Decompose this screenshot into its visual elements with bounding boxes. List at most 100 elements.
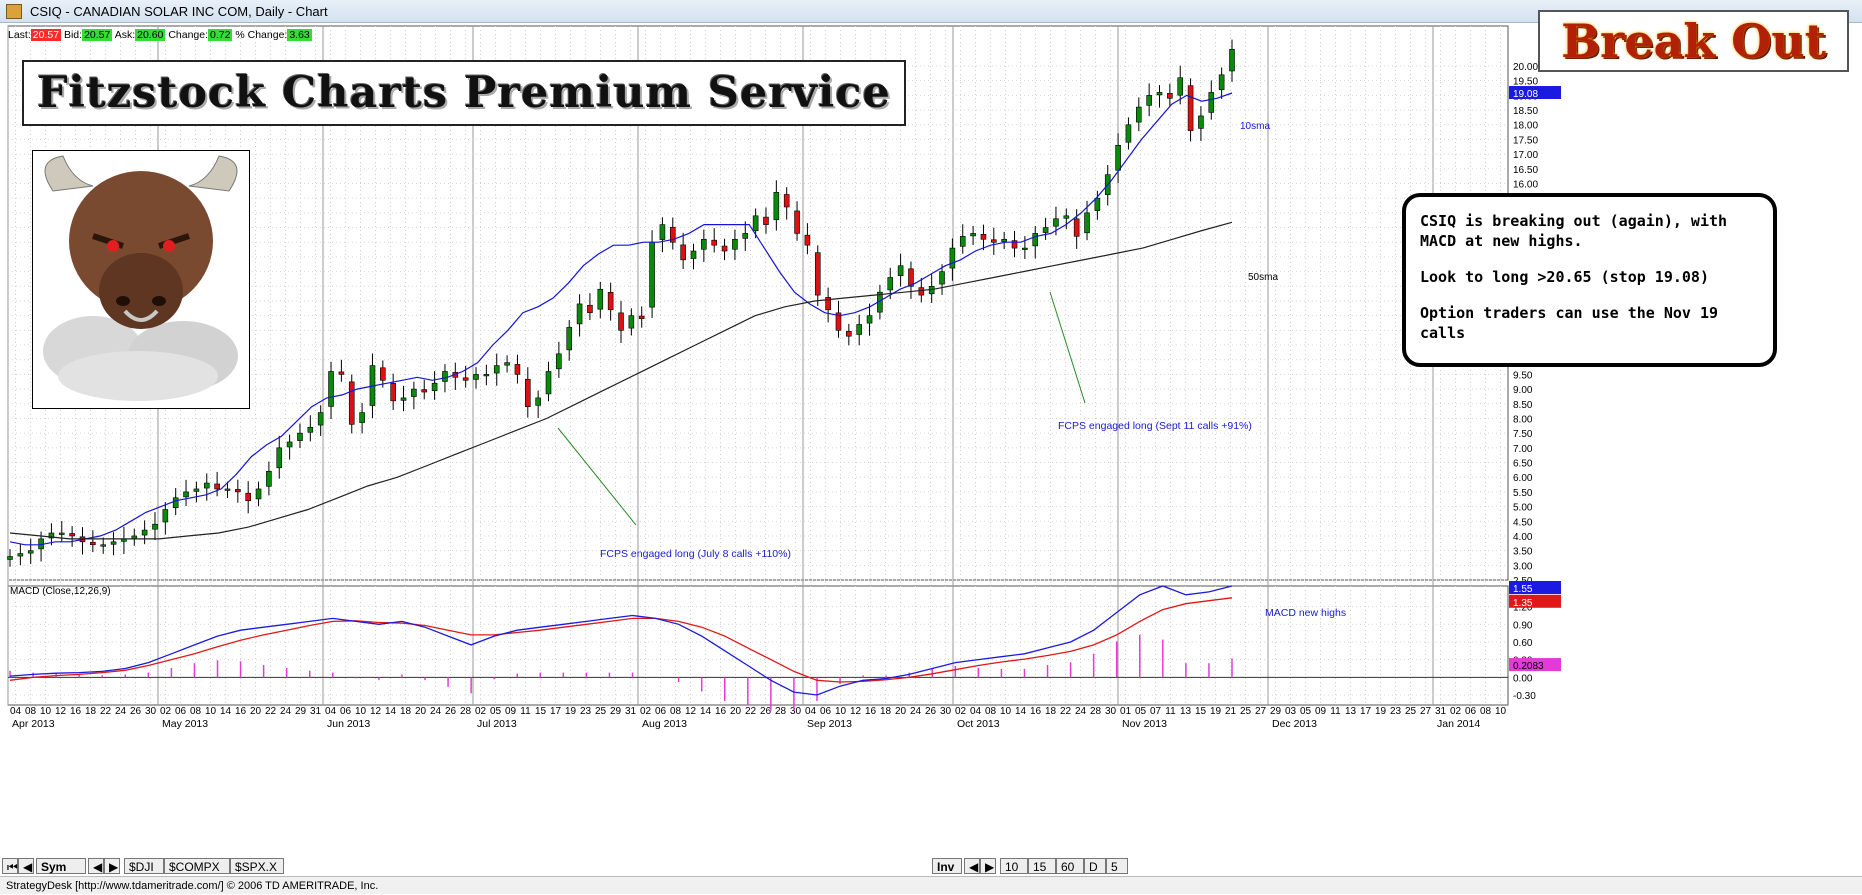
day-tick-label: 23 bbox=[1390, 706, 1402, 717]
price-tick-label: 5.50 bbox=[1513, 488, 1533, 499]
candle-body bbox=[1125, 124, 1132, 143]
month-label: Nov 2013 bbox=[1122, 718, 1167, 730]
candle-body bbox=[141, 529, 148, 536]
tab-prev-icon[interactable]: ◀ bbox=[88, 858, 104, 874]
chart-area[interactable]: 04 08 10 12 16 18 22 24 26 30 02 06 08 10 14 16 20 22 24 29… bbox=[0, 22, 1862, 862]
candle-body bbox=[597, 288, 604, 310]
day-tick-label: 13 bbox=[1180, 706, 1192, 717]
candle-body bbox=[400, 397, 407, 401]
day-tick-label: 26 bbox=[760, 706, 772, 717]
scroll-first-icon[interactable]: ⏮ bbox=[2, 858, 18, 874]
day-tick-label: 04 bbox=[325, 706, 337, 717]
candle-body bbox=[317, 412, 324, 426]
price-tick-label: 9.00 bbox=[1513, 385, 1533, 396]
tab-15[interactable]: 15 bbox=[1028, 858, 1056, 874]
candle-body bbox=[856, 324, 862, 335]
change-label: Change: bbox=[168, 29, 209, 41]
bid-label: Bid: bbox=[63, 29, 83, 41]
candle-body bbox=[690, 250, 697, 259]
candle-body bbox=[814, 252, 821, 296]
candle-body bbox=[255, 488, 262, 500]
tab-60[interactable]: 60 bbox=[1056, 858, 1084, 874]
status-bar: StrategyDesk [http://www.tdameritrade.co… bbox=[0, 876, 1862, 894]
tab-sym[interactable]: Sym bbox=[36, 858, 86, 874]
chart-tabs-bar: ⏮ ◀ Sym ◀ ▶ $DJI $COMPX $SPX.X Inv ◀ ▶ 1… bbox=[0, 856, 1862, 876]
change-value: 0.72 bbox=[208, 29, 233, 41]
day-tick-label: 19 bbox=[1210, 706, 1222, 717]
scroll-left-icon[interactable]: ◀ bbox=[18, 858, 34, 874]
day-tick-label: 04 bbox=[970, 706, 982, 717]
day-tick-label: 05 bbox=[490, 706, 502, 717]
candle-body bbox=[348, 381, 355, 425]
tab-d[interactable]: D bbox=[1084, 858, 1106, 874]
day-tick-label: 06 bbox=[1465, 706, 1477, 717]
app-icon bbox=[6, 4, 22, 19]
callout-line-3: Option traders can use the Nov 19 calls bbox=[1420, 304, 1719, 342]
fcps1-pointer bbox=[557, 427, 637, 526]
candle-body bbox=[1187, 85, 1194, 131]
day-tick-label: 05 bbox=[1300, 706, 1312, 717]
day-tick-label: 02 bbox=[1450, 706, 1462, 717]
candle-body bbox=[618, 312, 624, 331]
candle-body bbox=[649, 241, 655, 308]
day-tick-label: 26 bbox=[130, 706, 142, 717]
day-tick-label: 08 bbox=[25, 706, 37, 717]
day-tick-label: 10 bbox=[205, 706, 217, 717]
tab-inv[interactable]: Inv bbox=[932, 858, 962, 874]
interval-prev-icon[interactable]: ◀ bbox=[964, 858, 980, 874]
candle-body bbox=[1146, 95, 1152, 106]
window-titlebar: CSIQ - CANADIAN SOLAR INC COM, Daily - C… bbox=[0, 0, 1862, 23]
candle-body bbox=[949, 247, 956, 269]
price-tick-label: 5.00 bbox=[1513, 503, 1533, 514]
candle-body bbox=[152, 523, 158, 530]
candle-body bbox=[235, 489, 241, 493]
candle-body bbox=[214, 483, 220, 490]
tab-spx[interactable]: $SPX.X bbox=[230, 858, 284, 874]
day-tick-label: 28 bbox=[460, 706, 472, 717]
tab-compx[interactable]: $COMPX bbox=[164, 858, 230, 874]
macd-new-highs-label: MACD new highs bbox=[1265, 607, 1346, 619]
day-tick-label: 08 bbox=[670, 706, 682, 717]
interval-next-icon[interactable]: ▶ bbox=[980, 858, 996, 874]
candle-body bbox=[752, 215, 759, 232]
last-value: 20.57 bbox=[30, 29, 62, 41]
candle-body bbox=[1198, 115, 1204, 129]
day-tick-label: 22 bbox=[1060, 706, 1072, 717]
price-tick-label: 18.00 bbox=[1513, 121, 1538, 132]
macd-tick-label: -0.30 bbox=[1513, 691, 1536, 702]
sma10-badge-bg bbox=[1509, 86, 1561, 100]
macd-pane bbox=[7, 585, 1509, 706]
bull-image bbox=[32, 150, 250, 409]
candle-body bbox=[380, 367, 386, 381]
day-tick-label: 17 bbox=[550, 706, 562, 717]
tab-next-icon[interactable]: ▶ bbox=[104, 858, 120, 874]
price-chart[interactable]: 04 08 10 12 16 18 22 24 26 30 02 06 08 10 14 16 20 22 24 29… bbox=[0, 22, 1862, 862]
day-tick-label: 29 bbox=[610, 706, 622, 717]
day-tick-label: 06 bbox=[820, 706, 832, 717]
day-tick-label: 30 bbox=[1105, 706, 1117, 717]
price-tick-label: 7.50 bbox=[1513, 429, 1533, 440]
candle-body bbox=[493, 365, 500, 374]
day-tick-label: 04 bbox=[805, 706, 817, 717]
macd-title: MACD (Close,12,26,9) bbox=[10, 586, 111, 597]
day-tick-label: 30 bbox=[790, 706, 802, 717]
candle-body bbox=[193, 488, 200, 492]
month-label: Sep 2013 bbox=[807, 718, 852, 730]
tab-5[interactable]: 5 bbox=[1106, 858, 1128, 874]
day-tick-label: 24 bbox=[115, 706, 127, 717]
price-tick-label: 8.00 bbox=[1513, 414, 1533, 425]
breakout-text: Break Out bbox=[1561, 14, 1826, 68]
candle-body bbox=[763, 216, 769, 225]
tab-dji[interactable]: $DJI bbox=[124, 858, 164, 874]
tab-10[interactable]: 10 bbox=[1000, 858, 1028, 874]
candle-body bbox=[556, 353, 562, 370]
candle-body bbox=[442, 371, 448, 382]
day-tick-label: 03 bbox=[1285, 706, 1297, 717]
bull-icon bbox=[43, 155, 238, 401]
day-tick-label: 05 bbox=[1135, 706, 1147, 717]
price-tick-label: 19.50 bbox=[1513, 77, 1538, 88]
candle-body bbox=[980, 233, 987, 240]
day-tick-label: 29 bbox=[1270, 706, 1282, 717]
ask-value: 20.60 bbox=[135, 29, 166, 41]
price-tick-label: 4.50 bbox=[1513, 517, 1533, 528]
